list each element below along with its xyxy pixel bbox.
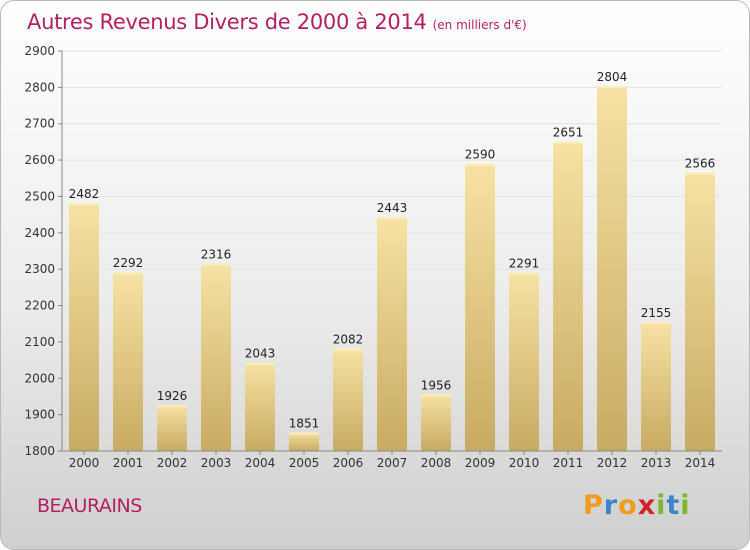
y-tick-label: 2700 bbox=[24, 117, 55, 131]
x-tick-label: 2002 bbox=[157, 456, 188, 470]
y-tick-label: 2900 bbox=[24, 44, 55, 58]
bar-top-highlight bbox=[113, 272, 143, 275]
bar-value-label: 2291 bbox=[509, 256, 540, 270]
x-tick-label: 2010 bbox=[509, 456, 540, 470]
bar-top-highlight bbox=[289, 432, 319, 435]
x-tick-label: 2007 bbox=[377, 456, 408, 470]
x-tick-label: 2003 bbox=[201, 456, 232, 470]
bar-top-highlight bbox=[509, 272, 539, 275]
bar bbox=[377, 217, 407, 451]
proxiti-logo: Proxiti bbox=[583, 490, 691, 521]
bar-value-label: 1851 bbox=[289, 416, 320, 430]
bar-value-label: 2443 bbox=[377, 201, 408, 215]
bar bbox=[333, 348, 363, 451]
x-tick-label: 2014 bbox=[685, 456, 716, 470]
bar-value-label: 2082 bbox=[333, 332, 364, 346]
bar-top-highlight bbox=[553, 141, 583, 144]
logo-letter: o bbox=[618, 490, 638, 521]
y-tick-label: 1800 bbox=[24, 444, 55, 458]
bar-value-label: 2155 bbox=[641, 306, 672, 320]
y-tick-label: 2500 bbox=[24, 189, 55, 203]
bar-top-highlight bbox=[685, 172, 715, 175]
bar bbox=[597, 85, 627, 451]
bar bbox=[245, 362, 275, 451]
y-tick-label: 2600 bbox=[24, 153, 55, 167]
logo-letter: r bbox=[603, 490, 619, 521]
bar bbox=[553, 141, 583, 451]
bar bbox=[69, 203, 99, 451]
logo-letter: P bbox=[583, 490, 604, 521]
x-tick-label: 2009 bbox=[465, 456, 496, 470]
x-tick-label: 2013 bbox=[641, 456, 672, 470]
x-tick-label: 2011 bbox=[553, 456, 584, 470]
bar-top-highlight bbox=[333, 348, 363, 351]
bar-value-label: 2651 bbox=[553, 126, 584, 140]
x-tick-label: 2001 bbox=[113, 456, 144, 470]
y-tick-label: 2200 bbox=[24, 299, 55, 313]
bar-top-highlight bbox=[201, 263, 231, 266]
bar-value-label: 2566 bbox=[685, 156, 716, 170]
chart-title: Autres Revenus Divers de 2000 à 2014 bbox=[27, 10, 427, 34]
bar bbox=[113, 272, 143, 451]
y-tick-label: 2800 bbox=[24, 80, 55, 94]
x-tick-label: 2006 bbox=[333, 456, 364, 470]
bar-value-label: 2804 bbox=[597, 70, 628, 84]
x-tick-label: 2000 bbox=[69, 456, 100, 470]
x-tick-label: 2012 bbox=[597, 456, 628, 470]
logo-letter: t bbox=[666, 490, 681, 521]
bar-top-highlight bbox=[157, 405, 187, 408]
bar bbox=[465, 163, 495, 451]
bar-value-label: 2292 bbox=[113, 256, 144, 270]
y-tick-label: 2300 bbox=[24, 262, 55, 276]
y-tick-label: 2000 bbox=[24, 371, 55, 385]
bar-value-label: 2590 bbox=[465, 148, 496, 162]
bar bbox=[641, 321, 671, 451]
y-tick-label: 1900 bbox=[24, 408, 55, 422]
bar-top-highlight bbox=[641, 321, 671, 324]
bar-top-highlight bbox=[245, 362, 275, 365]
chart-unit-note: (en milliers d'€) bbox=[432, 18, 527, 32]
chart-title-block: Autres Revenus Divers de 2000 à 2014 (en … bbox=[27, 10, 527, 34]
bar-value-label: 1926 bbox=[157, 389, 188, 403]
y-tick-label: 2100 bbox=[24, 335, 55, 349]
x-tick-label: 2005 bbox=[289, 456, 320, 470]
bar-top-highlight bbox=[377, 217, 407, 220]
bar bbox=[509, 272, 539, 451]
bar-top-highlight bbox=[69, 203, 99, 205]
bar-value-label: 2316 bbox=[201, 247, 232, 261]
bar-top-highlight bbox=[421, 394, 451, 397]
logo-letter: x bbox=[637, 490, 657, 521]
bar bbox=[289, 432, 319, 451]
bar bbox=[201, 263, 231, 451]
x-tick-label: 2004 bbox=[245, 456, 276, 470]
bar-value-label: 1956 bbox=[421, 378, 452, 392]
logo-letter: i bbox=[656, 490, 667, 521]
bar-value-label: 2043 bbox=[245, 347, 276, 361]
logo-letter: i bbox=[680, 490, 691, 521]
bar-top-highlight bbox=[597, 85, 627, 88]
bar bbox=[421, 394, 451, 451]
place-name: BEAURAINS bbox=[37, 495, 142, 517]
y-tick-label: 2400 bbox=[24, 226, 55, 240]
bar-top-highlight bbox=[465, 163, 495, 166]
x-tick-label: 2008 bbox=[421, 456, 452, 470]
bar bbox=[685, 172, 715, 452]
bar bbox=[157, 405, 187, 451]
bar-value-label: 2482 bbox=[69, 187, 100, 201]
